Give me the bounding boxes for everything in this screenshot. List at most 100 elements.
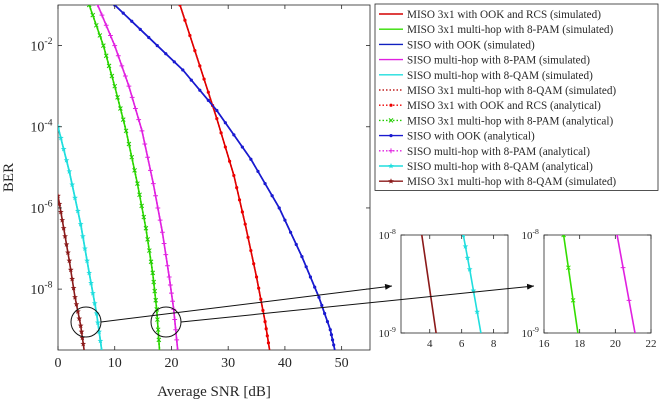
zoom-arrow — [180, 283, 535, 323]
legend-entry: MISO 3x1 multi-hop with 8-QAM (simulated… — [407, 176, 616, 188]
x-tick-label: 30 — [221, 356, 235, 371]
data-point — [120, 117, 126, 123]
y-axis-label: BER — [1, 163, 17, 192]
series-8 — [113, 5, 336, 350]
data-point — [153, 297, 159, 303]
data-point — [474, 308, 480, 315]
data-point — [58, 200, 63, 207]
y-tick-label: 10-6 — [30, 199, 52, 217]
data-point — [155, 317, 160, 322]
data-point — [72, 194, 78, 201]
data-point — [95, 5, 101, 8]
data-point — [265, 334, 269, 338]
data-point — [270, 194, 274, 198]
data-point — [73, 301, 80, 307]
plot-area — [543, 234, 652, 334]
data-point — [95, 319, 101, 326]
plot-area — [57, 4, 371, 351]
zoom-arrow — [100, 283, 393, 323]
data-point — [159, 229, 165, 235]
data-point — [189, 78, 193, 82]
y-tick-label: 10-9 — [521, 325, 539, 340]
data-point — [72, 294, 78, 300]
legend-entry: SISO with OOK (analytical) — [407, 131, 535, 143]
data-point — [122, 73, 128, 79]
data-point — [112, 43, 118, 48]
data-point — [183, 18, 187, 22]
x-tick-label: 16 — [539, 338, 551, 350]
y-tick-label: 10-2 — [30, 36, 52, 54]
data-point — [103, 53, 109, 59]
data-point — [620, 265, 626, 271]
data-point — [60, 225, 67, 231]
data-point — [108, 33, 113, 38]
legend-entry: SISO multi-hop with 8-PAM (simulated) — [407, 55, 590, 67]
data-point — [257, 286, 261, 290]
series-9 — [95, 5, 180, 350]
legend-marker — [389, 134, 393, 138]
data-point — [462, 243, 469, 249]
data-point — [112, 83, 118, 89]
x-tick-label: 20 — [610, 338, 622, 350]
panel-main: 0 10 20 30 40 50 10-2 10-4 10-6 10-8 Average SNR [… — [1, 4, 371, 400]
data-point — [151, 279, 157, 285]
series-0 — [421, 235, 437, 333]
x-tick-label: 18 — [574, 338, 586, 350]
x-tick-label: 4 — [427, 338, 433, 350]
data-point — [155, 205, 161, 211]
data-point — [126, 141, 132, 147]
data-point — [77, 322, 84, 329]
data-point — [323, 311, 327, 316]
legend-entry: MISO 3x1 multi-hop with 8-PAM (simulated… — [407, 24, 614, 36]
data-point — [139, 203, 145, 209]
data-point — [150, 181, 156, 186]
zoom-indicators — [70, 283, 535, 338]
data-point — [470, 287, 477, 293]
legend-marker — [388, 118, 394, 123]
x-tick-label: 0 — [55, 356, 62, 371]
x-tick-label: 50 — [335, 356, 349, 371]
data-point — [561, 235, 566, 238]
data-point — [79, 233, 86, 239]
x-tick-label: 6 — [459, 338, 465, 350]
data-point — [249, 157, 253, 161]
data-point — [145, 154, 151, 160]
data-point — [243, 222, 247, 226]
data-point — [63, 157, 70, 163]
y-tick-label: 10-8 — [378, 227, 396, 242]
data-point — [93, 22, 99, 28]
data-point — [232, 173, 236, 178]
data-point — [97, 33, 103, 38]
data-point — [169, 290, 174, 296]
data-point — [223, 145, 227, 149]
data-point — [155, 327, 161, 333]
data-point — [237, 198, 242, 202]
legend-marker — [388, 178, 394, 184]
series-0 — [561, 235, 579, 333]
data-point — [256, 169, 260, 174]
data-point — [86, 269, 93, 276]
data-point — [90, 290, 96, 296]
data-point — [82, 245, 88, 251]
data-point — [320, 303, 324, 307]
data-point — [86, 5, 92, 8]
data-point — [97, 337, 104, 344]
data-point — [66, 168, 73, 174]
data-point — [198, 88, 202, 92]
data-point — [240, 210, 244, 214]
data-point — [75, 207, 81, 214]
data-point — [101, 43, 106, 48]
data-point — [75, 308, 81, 314]
data-point — [99, 12, 105, 18]
data-point — [96, 328, 102, 335]
data-point — [252, 262, 256, 266]
series-7 — [86, 5, 162, 350]
data-point — [91, 300, 98, 306]
data-point — [70, 285, 77, 291]
series-1 — [614, 235, 636, 333]
data-point — [198, 64, 202, 68]
x-axis-label: Average SNR [dB] — [157, 384, 271, 400]
data-point — [170, 298, 175, 304]
data-point — [328, 328, 332, 332]
data-point — [165, 263, 170, 269]
